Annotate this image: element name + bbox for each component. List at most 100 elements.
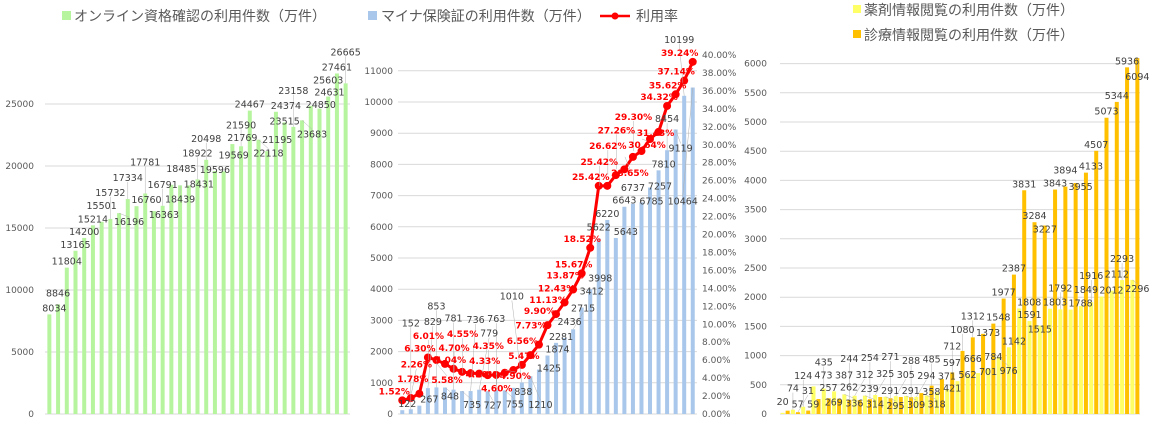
bar: [919, 393, 924, 414]
data-label: 2296: [1125, 284, 1149, 295]
bar: [622, 206, 627, 414]
rate-series: [398, 57, 697, 405]
bar: [408, 409, 413, 414]
bar: [945, 389, 950, 414]
leader-line: [641, 138, 648, 142]
data-label: 666: [964, 354, 982, 365]
rate-marker: [466, 369, 475, 378]
data-label: 358: [922, 387, 940, 398]
legend-label: 診療情報閲覧の利用件数（万件）: [864, 27, 1074, 44]
bar: [47, 314, 52, 414]
rate-label: 13.87%: [546, 272, 584, 282]
data-label: 1874: [545, 345, 569, 356]
rate-marker: [688, 57, 697, 66]
y2-tick-label: 32.00%: [702, 123, 737, 133]
bar: [195, 179, 200, 414]
y-tick-label: 5000: [744, 118, 767, 128]
y-tick-label: 20000: [5, 162, 34, 172]
bar: [1042, 225, 1047, 414]
leader-line: [461, 390, 473, 401]
data-label: 15732: [95, 188, 125, 199]
data-label: 19569: [219, 150, 249, 161]
bar: [1114, 101, 1119, 414]
bar: [976, 373, 981, 414]
y-tick-label: 9000: [370, 129, 393, 139]
data-label: 244: [840, 354, 858, 365]
data-label: 3843: [1043, 179, 1067, 190]
y-tick-label: 15000: [5, 224, 34, 234]
bar: [291, 126, 296, 415]
bar: [511, 387, 516, 414]
bar: [898, 397, 903, 414]
bar: [914, 396, 919, 414]
bar: [904, 395, 909, 414]
rate-label: 25.42%: [581, 158, 619, 168]
bar: [605, 219, 610, 414]
bar: [1017, 308, 1022, 414]
data-label: 269: [825, 397, 843, 408]
data-label: 2012: [1099, 285, 1123, 296]
bar: [1053, 189, 1058, 414]
leader-line: [530, 376, 541, 401]
y-tick-label: 2000: [744, 293, 767, 303]
data-label: 15501: [87, 201, 117, 212]
data-label: 736: [467, 315, 485, 326]
rate-marker: [637, 147, 646, 156]
bar: [588, 289, 593, 414]
rate-label: 1.78%: [397, 375, 428, 385]
bar: [837, 398, 842, 414]
bar: [343, 83, 348, 414]
rate-label: 34.32%: [640, 93, 678, 103]
bar: [811, 386, 816, 414]
bar: [682, 95, 687, 414]
bar: [117, 213, 122, 414]
data-label: 8454: [655, 114, 679, 125]
bar: [528, 376, 533, 414]
bar: [230, 144, 235, 415]
y-tick-label: 0: [28, 410, 34, 420]
y2-tick-label: 12.00%: [702, 302, 737, 312]
legend-marker: [611, 12, 619, 20]
bar: [256, 139, 261, 414]
rate-marker: [646, 135, 655, 144]
bar: [460, 391, 465, 414]
rate-marker: [620, 165, 629, 174]
data-label: 1210: [528, 400, 552, 411]
rate-label: 26.62%: [589, 142, 627, 152]
bar: [939, 379, 944, 414]
legend-swatch: [368, 11, 377, 20]
data-label: 16363: [149, 210, 179, 221]
data-label: 309: [907, 400, 925, 411]
y2-tick-label: 10.00%: [702, 320, 737, 330]
data-label: 735: [463, 400, 481, 411]
leader-line: [926, 395, 937, 400]
rate-marker: [611, 171, 620, 180]
rate-marker: [552, 310, 561, 319]
y-tick-label: 4000: [370, 285, 393, 295]
bar: [780, 412, 785, 414]
data-label: 6094: [1125, 72, 1149, 83]
bar: [134, 206, 139, 414]
bar: [986, 368, 991, 414]
data-label: 318: [928, 399, 946, 410]
y-tick-label: 2000: [370, 348, 393, 358]
data-label: 20: [777, 397, 789, 408]
data-label: 712: [943, 341, 961, 352]
bar: [519, 382, 524, 414]
bar: [842, 394, 847, 414]
data-label: 11804: [52, 257, 82, 268]
y2-tick-label: 22.00%: [702, 213, 737, 223]
chart-my-number-insurance: 0 1000 2000 3000 4000 5000 6000 7000 8000 9000 100…: [364, 8, 736, 420]
data-label: 18439: [165, 194, 195, 205]
data-label: 1548: [986, 313, 1010, 324]
data-label: 14200: [69, 227, 99, 238]
y2-tick-label: 28.00%: [702, 159, 737, 169]
y-tick-label: 6000: [370, 223, 393, 233]
rate-marker: [398, 396, 407, 405]
leader-line: [478, 337, 490, 390]
rate-label: 5.58%: [431, 376, 462, 386]
bar: [1135, 58, 1140, 414]
data-label: 1142: [1002, 336, 1026, 347]
bar: [878, 397, 883, 414]
bar: [108, 218, 113, 414]
